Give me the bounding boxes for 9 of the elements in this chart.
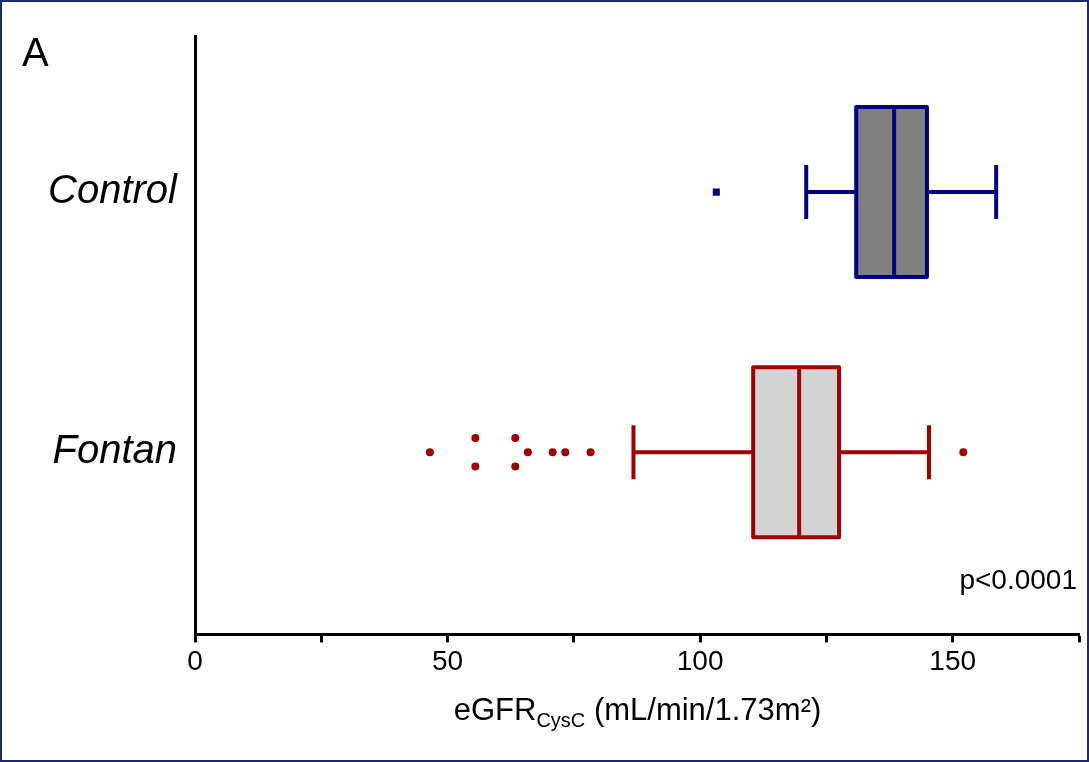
y-tick-label: Control: [48, 167, 179, 212]
x-tick-label: 50: [431, 644, 464, 676]
text: A: [22, 30, 49, 75]
x-tick-label: 100: [676, 644, 724, 676]
annotation: p<0.0001: [959, 564, 1077, 596]
x-tick-label: 0: [187, 644, 203, 676]
x-tick-label: 150: [929, 644, 977, 676]
x-axis-title: eGFR$_{CysC}$ (mL/min/1.73m²): [452, 692, 823, 733]
y-tick-label: Fontan: [52, 427, 177, 472]
